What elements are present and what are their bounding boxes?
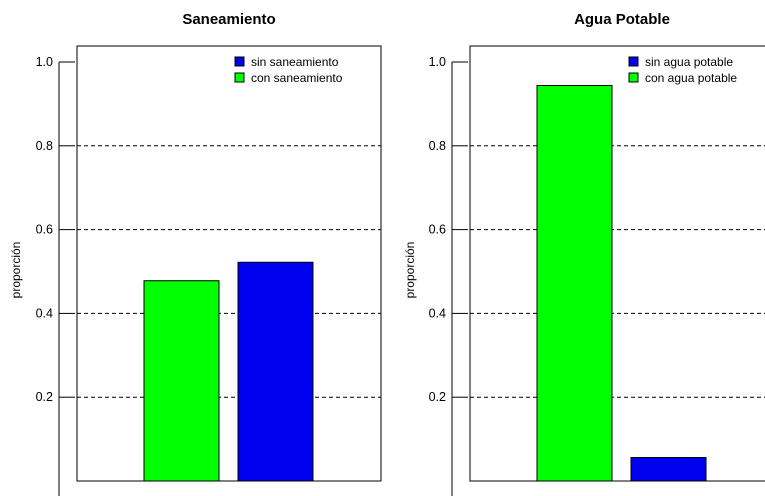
chart-2-legend-swatch-1 xyxy=(628,56,639,67)
chart-1-title: Saneamiento xyxy=(182,11,275,28)
chart-1-y-tick-label-2: 0.6 xyxy=(36,223,53,237)
chart-2-y-tick-label-4: 1.0 xyxy=(429,55,446,69)
chart-1-y-tick-label-4: 1.0 xyxy=(36,55,53,69)
chart-1-legend-swatch-1 xyxy=(234,56,245,67)
chart-1-y-axis-label: proporción xyxy=(9,242,23,299)
chart-2-legend-label-1: sin agua potable xyxy=(645,55,733,69)
chart-1-y-tick-label-1: 0.4 xyxy=(36,306,53,320)
chart-1-legend-swatch-2 xyxy=(234,72,245,83)
chart-1-bar-1 xyxy=(143,280,220,482)
chart-2-bar-1 xyxy=(536,84,613,482)
chart-1-y-tick-label-3: 0.8 xyxy=(36,139,53,153)
chart-2-y-tick-label-0: 0.2 xyxy=(429,390,446,404)
chart-1-bar-2 xyxy=(237,261,314,482)
chart-2-y-tick-label-3: 0.8 xyxy=(429,139,446,153)
chart-2-plot-frame xyxy=(469,45,765,482)
chart-1-legend-label-2: con saneamiento xyxy=(251,71,343,85)
chart-1-plot-frame xyxy=(76,45,382,482)
chart-1-y-tick-label-0: 0.2 xyxy=(36,390,53,404)
chart-2-y-tick-label-2: 0.6 xyxy=(429,223,446,237)
chart-1-legend-label-1: sin saneamiento xyxy=(251,55,339,69)
chart-2-title: Agua Potable xyxy=(574,11,670,28)
chart-2-bar-2 xyxy=(630,457,707,482)
chart-2-y-axis-label: proporción xyxy=(403,242,417,299)
chart-2-y-tick-label-1: 0.4 xyxy=(429,306,446,320)
chart-2-legend-swatch-2 xyxy=(628,72,639,83)
chart-2-legend-label-2: con agua potable xyxy=(645,71,737,85)
